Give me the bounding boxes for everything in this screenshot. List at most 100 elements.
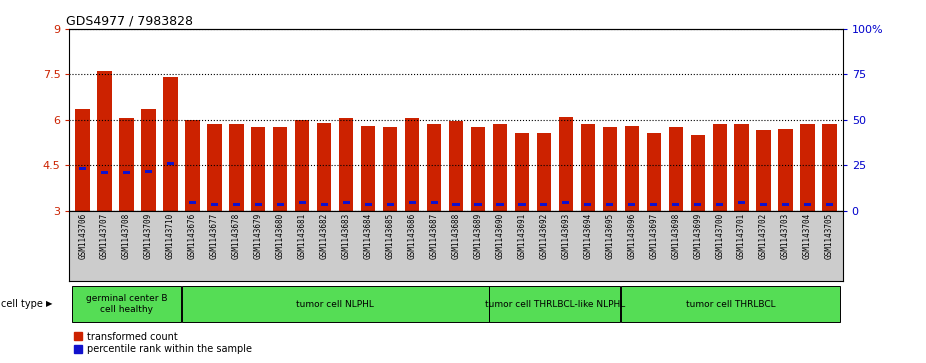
Bar xyxy=(537,134,551,211)
Bar xyxy=(694,203,701,206)
Bar xyxy=(123,171,131,174)
Bar xyxy=(519,203,526,206)
Bar xyxy=(515,134,529,211)
Bar xyxy=(386,203,394,206)
Bar xyxy=(273,127,287,211)
Bar xyxy=(317,123,332,211)
Bar xyxy=(232,203,240,206)
Text: GSM1143706: GSM1143706 xyxy=(78,213,87,259)
Bar xyxy=(339,118,354,211)
Text: GSM1143693: GSM1143693 xyxy=(561,213,570,259)
Text: GDS4977 / 7983828: GDS4977 / 7983828 xyxy=(66,15,193,28)
Bar xyxy=(383,127,397,211)
Bar xyxy=(97,72,112,211)
Bar xyxy=(650,203,657,206)
Bar xyxy=(230,125,244,211)
Bar xyxy=(562,201,569,204)
Text: tumor cell NLPHL: tumor cell NLPHL xyxy=(296,299,374,309)
Text: GSM1143699: GSM1143699 xyxy=(694,213,702,259)
Text: GSM1143691: GSM1143691 xyxy=(518,213,527,259)
Text: GSM1143689: GSM1143689 xyxy=(473,213,482,259)
Bar xyxy=(558,117,573,211)
Text: GSM1143698: GSM1143698 xyxy=(671,213,681,259)
Bar xyxy=(251,127,266,211)
Text: GSM1143705: GSM1143705 xyxy=(825,213,834,259)
Bar xyxy=(779,129,793,211)
Bar xyxy=(185,120,200,211)
Bar xyxy=(804,203,811,206)
Bar xyxy=(299,201,306,204)
Bar xyxy=(320,203,328,206)
Bar xyxy=(625,126,639,211)
Text: GSM1143685: GSM1143685 xyxy=(385,213,394,259)
Bar xyxy=(163,77,178,211)
Bar xyxy=(76,109,90,211)
Bar xyxy=(142,109,156,211)
Text: GSM1143700: GSM1143700 xyxy=(715,213,724,259)
Text: GSM1143683: GSM1143683 xyxy=(342,213,351,259)
Bar xyxy=(365,203,371,206)
Bar xyxy=(408,201,416,204)
Text: GSM1143694: GSM1143694 xyxy=(583,213,593,259)
Bar xyxy=(427,125,441,211)
Text: GSM1143697: GSM1143697 xyxy=(649,213,658,259)
Bar xyxy=(646,134,661,211)
Bar xyxy=(207,125,221,211)
Text: GSM1143682: GSM1143682 xyxy=(319,213,329,259)
Bar xyxy=(255,203,262,206)
Bar xyxy=(431,201,438,204)
Bar xyxy=(496,203,504,206)
Text: GSM1143703: GSM1143703 xyxy=(781,213,790,259)
Text: GSM1143681: GSM1143681 xyxy=(298,213,307,259)
Text: cell type: cell type xyxy=(1,299,43,309)
Bar xyxy=(541,203,547,206)
Bar xyxy=(145,170,152,173)
Bar xyxy=(621,286,840,322)
Text: GSM1143696: GSM1143696 xyxy=(627,213,636,259)
Text: GSM1143678: GSM1143678 xyxy=(232,213,241,259)
Bar xyxy=(493,125,507,211)
Bar xyxy=(716,203,723,206)
Bar xyxy=(738,201,745,204)
Bar xyxy=(607,203,613,206)
Bar xyxy=(471,127,485,211)
Text: germinal center B
cell healthy: germinal center B cell healthy xyxy=(86,294,168,314)
Text: tumor cell THRLBCL: tumor cell THRLBCL xyxy=(686,299,775,309)
Bar xyxy=(672,203,680,206)
Bar xyxy=(490,286,620,322)
Text: ▶: ▶ xyxy=(46,299,53,309)
Bar xyxy=(343,201,350,204)
Text: GSM1143687: GSM1143687 xyxy=(430,213,439,259)
Text: GSM1143707: GSM1143707 xyxy=(100,213,109,259)
Text: GSM1143709: GSM1143709 xyxy=(144,213,153,259)
Text: GSM1143690: GSM1143690 xyxy=(495,213,505,259)
Bar xyxy=(361,126,375,211)
Bar xyxy=(581,125,595,211)
Text: GSM1143688: GSM1143688 xyxy=(452,213,460,259)
Text: GSM1143684: GSM1143684 xyxy=(364,213,372,259)
Bar xyxy=(405,118,419,211)
Bar xyxy=(453,203,459,206)
Text: GSM1143676: GSM1143676 xyxy=(188,213,197,259)
Text: GSM1143702: GSM1143702 xyxy=(759,213,768,259)
Text: GSM1143701: GSM1143701 xyxy=(737,213,746,259)
Legend: transformed count, percentile rank within the sample: transformed count, percentile rank withi… xyxy=(74,331,252,355)
Text: GSM1143704: GSM1143704 xyxy=(803,213,812,259)
Text: GSM1143680: GSM1143680 xyxy=(276,213,285,259)
Bar xyxy=(691,135,705,211)
Bar xyxy=(181,286,489,322)
Bar xyxy=(119,118,133,211)
Bar xyxy=(800,125,815,211)
Text: GSM1143692: GSM1143692 xyxy=(540,213,548,259)
Bar xyxy=(449,121,463,211)
Bar xyxy=(584,203,592,206)
Bar xyxy=(189,201,196,204)
Text: GSM1143710: GSM1143710 xyxy=(166,213,175,259)
Bar xyxy=(211,203,218,206)
Bar xyxy=(72,286,181,322)
Text: GSM1143708: GSM1143708 xyxy=(122,213,131,259)
Bar xyxy=(628,203,635,206)
Text: GSM1143679: GSM1143679 xyxy=(254,213,263,259)
Bar xyxy=(277,203,284,206)
Bar xyxy=(826,203,833,206)
